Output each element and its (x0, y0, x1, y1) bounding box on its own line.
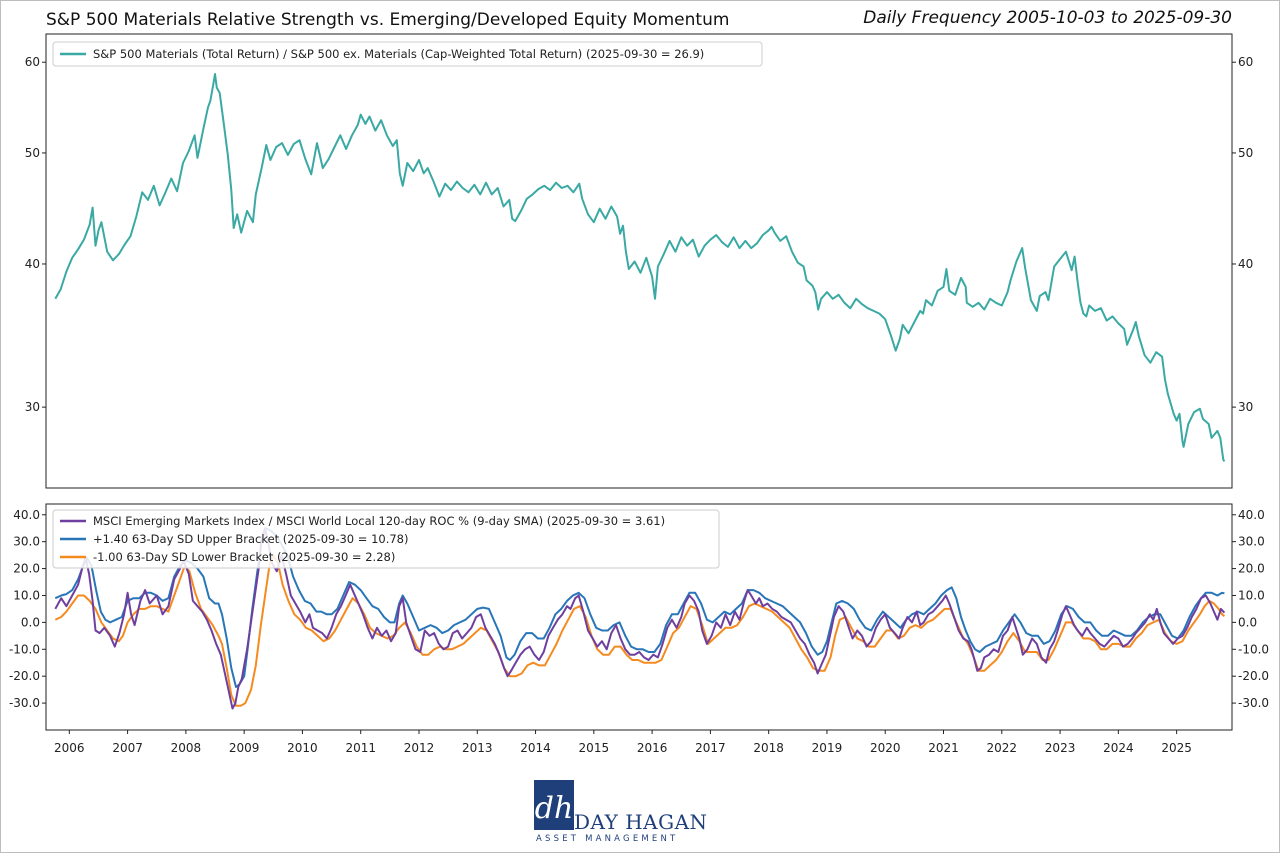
day-hagan-logo: dh DAY HAGAN ASSET MANAGEMENT (534, 780, 714, 844)
x-axis-tick-label: 2014 (520, 741, 551, 755)
x-axis-tick-label: 2018 (753, 741, 784, 755)
bottom-legend-label: MSCI Emerging Markets Index / MSCI World… (93, 514, 665, 528)
x-axis-tick-label: 2021 (928, 741, 959, 755)
logo-mark-icon: dh (534, 780, 574, 830)
x-axis-tick-label: 2009 (229, 741, 260, 755)
x-axis-tick-label: 2012 (404, 741, 435, 755)
bottom-right-tick-label: 0.0 (1238, 615, 1257, 629)
chart-title: S&P 500 Materials Relative Strength vs. … (46, 10, 730, 30)
em-dm-roc-line (54, 527, 1226, 710)
bottom-left-tick-label: 30.0 (13, 535, 40, 549)
materials-relative-strength-line (54, 73, 1226, 462)
top-panel-frame (45, 33, 1233, 489)
x-axis-tick-label: 2010 (287, 741, 318, 755)
logo-company-name: DAY HAGAN (574, 810, 708, 834)
lower-bracket-line (54, 554, 1226, 707)
date-range-subtitle: Daily Frequency 2005-10-03 to 2025-09-30 (863, 8, 1232, 28)
x-axis-tick-label: 2016 (637, 741, 668, 755)
x-axis-tick-label: 2015 (579, 741, 610, 755)
x-axis-tick-label: 2007 (112, 741, 143, 755)
top-legend-box (52, 41, 763, 67)
logo-mark-text: dh (535, 791, 574, 826)
bottom-legend (52, 509, 720, 569)
top-right-tick-label: 30 (1238, 400, 1253, 414)
bottom-right-tick-label: -30.0 (1238, 696, 1269, 710)
x-axis-tick-label: 2006 (54, 741, 85, 755)
x-axis-tick-label: 2013 (462, 741, 493, 755)
top-left-tick-label: 30 (25, 400, 40, 414)
top-right-tick-label: 40 (1238, 257, 1253, 271)
top-left-tick-label: 60 (25, 55, 40, 69)
top-right-tick-label: 50 (1238, 146, 1253, 160)
bottom-left-tick-label: -10.0 (9, 642, 40, 656)
bottom-left-tick-label: -30.0 (9, 696, 40, 710)
x-axis-tick-label: 2019 (812, 741, 843, 755)
x-axis-tick-label: 2024 (1103, 741, 1134, 755)
bottom-right-tick-label: 30.0 (1238, 535, 1265, 549)
x-axis-tick-label: 2011 (345, 741, 376, 755)
top-legend (52, 41, 763, 67)
bottom-legend-label: +1.40 63-Day SD Upper Bracket (2025-09-3… (93, 532, 408, 546)
top-left-tick-label: 40 (25, 257, 40, 271)
x-axis-tick-label: 2008 (171, 741, 202, 755)
bottom-left-tick-label: 20.0 (13, 562, 40, 576)
top-right-tick-label: 60 (1238, 55, 1253, 69)
x-axis-tick-label: 2020 (870, 741, 901, 755)
bottom-right-tick-label: -20.0 (1238, 669, 1269, 683)
bottom-right-tick-label: 10.0 (1238, 588, 1265, 602)
x-axis-tick-label: 2017 (695, 741, 726, 755)
bottom-legend-label: -1.00 63-Day SD Lower Bracket (2025-09-3… (93, 550, 395, 564)
bottom-right-tick-label: 20.0 (1238, 562, 1265, 576)
bottom-left-tick-label: 10.0 (13, 588, 40, 602)
bottom-left-tick-label: -20.0 (9, 669, 40, 683)
logo-company-subtitle: ASSET MANAGEMENT (536, 834, 679, 844)
bottom-right-tick-label: 40.0 (1238, 508, 1265, 522)
top-left-tick-label: 50 (25, 146, 40, 160)
x-axis-tick-label: 2025 (1161, 741, 1192, 755)
bottom-panel-frame (45, 503, 1233, 731)
x-axis-tick-label: 2023 (1045, 741, 1076, 755)
top-legend-label: S&P 500 Materials (Total Return) / S&P 5… (93, 47, 704, 61)
x-axis-tick-label: 2022 (987, 741, 1018, 755)
bottom-left-tick-label: 0.0 (21, 615, 40, 629)
bottom-legend-box (52, 509, 720, 569)
bottom-left-tick-label: 40.0 (13, 508, 40, 522)
bottom-right-tick-label: -10.0 (1238, 642, 1269, 656)
